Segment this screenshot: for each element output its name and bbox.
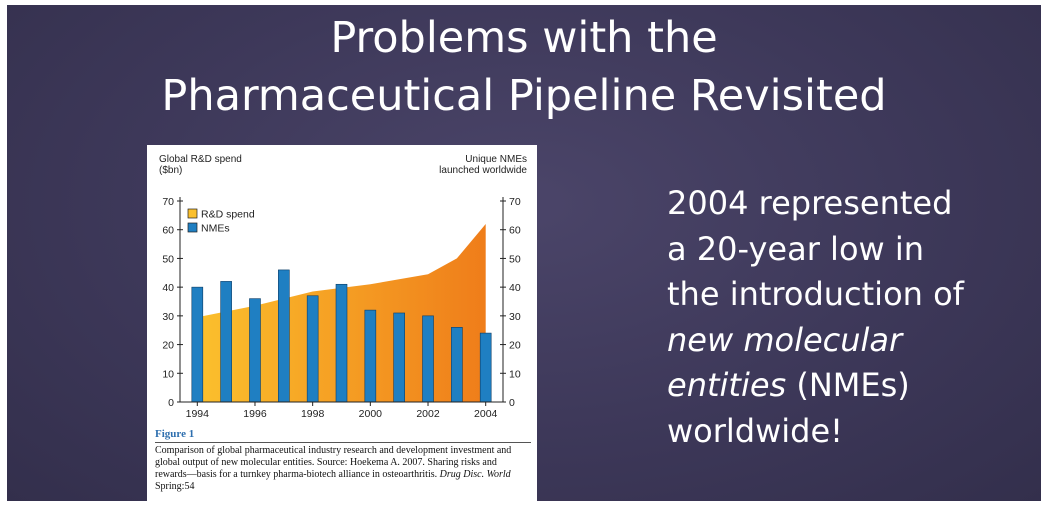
nme-bar	[249, 298, 261, 403]
nme-bar	[191, 286, 204, 403]
left-y-tick-label: 20	[162, 340, 174, 352]
nme-bar	[422, 315, 434, 403]
nme-bar	[335, 283, 348, 403]
x-tick-label: 1996	[243, 408, 267, 420]
slide-body-text: 2004 represented a 20-year low in the in…	[667, 181, 1037, 454]
caption-part-1: Drug Disc. World	[439, 469, 511, 480]
left-axis-title-line-2: ($bn)	[159, 165, 182, 176]
caption-part-2: Spring:54	[155, 481, 195, 492]
legend-swatch-rd-spend	[187, 208, 198, 219]
x-tick-label: 2002	[416, 408, 440, 420]
nme-bar	[364, 309, 377, 403]
right-axis-title-line-2: launched worldwide	[439, 165, 527, 176]
figure-label: Figure 1	[155, 428, 195, 440]
right-y-tick-label: 40	[509, 282, 521, 294]
right-y-tick-label: 20	[509, 340, 521, 352]
title-line-2: Pharmaceutical Pipeline Revisited	[161, 71, 887, 121]
x-tick-label: 2004	[474, 408, 498, 420]
right-y-tick-label: 30	[509, 311, 521, 323]
body-nmes-text: (NMEs)	[786, 366, 910, 404]
nme-bar	[393, 312, 405, 403]
figure-panel: Global R&D spend ($bn) Unique NMEs launched…	[147, 145, 537, 501]
body-line-2: a 20-year low in	[667, 229, 925, 268]
right-y-tick-label: 60	[509, 225, 521, 237]
slide: Problems with the Pharmaceutical Pipelin…	[7, 5, 1041, 501]
body-line-6: worldwide!	[667, 411, 843, 450]
nme-bar	[278, 269, 290, 403]
body-italic-entities: entities	[667, 366, 787, 404]
nme-bar	[451, 327, 463, 403]
right-y-tick-label: 0	[509, 397, 515, 409]
legend-label-rd-spend: R&D spend	[201, 209, 255, 221]
legend-swatch-nmes	[187, 222, 198, 233]
rd-spend-nme-chart: Global R&D spend($bn) Unique NMEslaunched…	[159, 154, 527, 420]
figure-divider	[155, 442, 531, 443]
right-axis-title-line-1: Unique NMEs	[465, 154, 527, 165]
nme-bar	[220, 281, 232, 403]
right-y-tick-label: 10	[509, 368, 521, 380]
x-tick-label: 2000	[359, 408, 383, 420]
caption-part-0: Comparison of global pharmaceutical indu…	[155, 445, 512, 480]
left-y-tick-label: 50	[162, 253, 174, 265]
right-y-tick-label: 50	[509, 253, 521, 265]
figure-caption: Comparison of global pharmaceutical indu…	[155, 445, 531, 493]
nme-bar	[479, 332, 492, 403]
x-tick-label: 1994	[186, 408, 210, 420]
body-line-3: the introduction of	[667, 275, 964, 313]
x-tick-label: 1998	[301, 408, 325, 420]
left-y-tick-label: 70	[162, 196, 174, 208]
body-italic-new-molecular: new molecular	[667, 320, 903, 359]
title-line-1: Problems with the	[330, 13, 718, 63]
nme-bar	[306, 295, 319, 403]
figure-caption-block: Figure 1 Comparison of global pharmaceut…	[155, 428, 531, 493]
body-line-4: new molecular	[667, 318, 1037, 364]
left-y-tick-label: 30	[162, 311, 174, 323]
legend-label-nmes: NMEs	[201, 223, 230, 235]
left-y-tick-label: 10	[162, 368, 174, 380]
body-line-1: 2004 represented	[667, 184, 953, 222]
left-y-tick-label: 40	[162, 282, 174, 294]
slide-title: Problems with the Pharmaceutical Pipelin…	[7, 9, 1041, 125]
left-y-tick-label: 0	[168, 397, 174, 409]
left-y-tick-label: 60	[162, 225, 174, 237]
body-line-5: entities (NMEs)	[667, 363, 1037, 409]
left-axis-title-line-1: Global R&D spend	[159, 154, 242, 165]
right-y-tick-label: 70	[509, 196, 521, 208]
